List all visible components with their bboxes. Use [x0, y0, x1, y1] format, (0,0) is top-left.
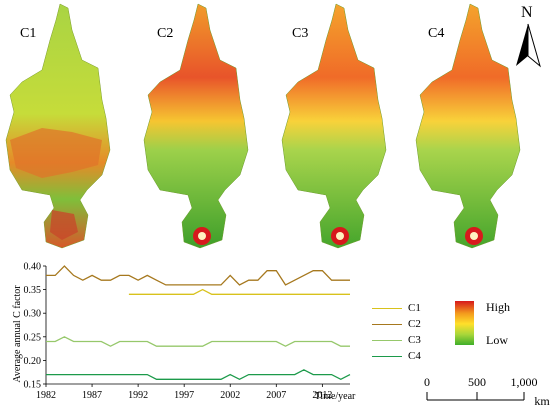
- y-tick-label: 0.30: [24, 309, 42, 320]
- x-tick-label: 2002: [220, 390, 240, 401]
- x-tick-label: 1982: [36, 390, 56, 401]
- scale-bar: 0 500 1,000 km: [424, 375, 550, 408]
- legend-swatch-c1: [372, 307, 402, 309]
- map-panel-c2: [143, 3, 249, 249]
- legend-item-c4: C4: [372, 348, 442, 364]
- x-tick-label: 1997: [174, 390, 194, 401]
- series-line-c1: [128, 288, 350, 295]
- legend-swatch-c4: [372, 355, 402, 357]
- color-scale-bar: [455, 301, 474, 345]
- north-label: N: [521, 4, 533, 21]
- x-tick-label: 1987: [82, 390, 102, 401]
- map-panel-c1: [5, 3, 111, 249]
- legend-item-c2: C2: [372, 316, 442, 332]
- scale-label-1000: 1,000: [511, 375, 538, 389]
- legend-swatch-c3: [372, 339, 402, 341]
- map-label-c2: C2: [157, 26, 174, 41]
- y-axis-label: Average annual C factor: [12, 285, 23, 383]
- map-label-c1: C1: [20, 26, 37, 41]
- legend-item-c1: C1: [372, 300, 442, 316]
- scale-label-500: 500: [468, 375, 486, 389]
- chart-series: [46, 265, 351, 381]
- y-tick-label: 0.35: [24, 285, 42, 296]
- legend-item-c3: C3: [372, 332, 442, 348]
- series-line-c2: [46, 265, 350, 286]
- legend-swatch-c2: [372, 323, 402, 325]
- scale-label-0: 0: [424, 375, 430, 389]
- map-label-c4: C4: [428, 26, 445, 41]
- color-scale-low-label: Low: [486, 333, 508, 347]
- north-arrow-icon: [516, 23, 541, 68]
- chart-legend: C1 C2 C3 C4: [372, 300, 442, 364]
- series-line-c4: [46, 369, 351, 381]
- y-tick-label: 0.20: [24, 356, 42, 367]
- legend-label-c2: C2: [408, 318, 421, 330]
- y-tick-label: 0.25: [24, 332, 42, 343]
- x-tick-label: 2007: [266, 390, 286, 401]
- legend-label-c4: C4: [408, 350, 421, 362]
- y-tick-label: 0.40: [24, 262, 42, 273]
- scale-unit-label: km: [534, 394, 550, 408]
- legend-label-c3: C3: [408, 334, 421, 346]
- map-label-c3: C3: [292, 26, 309, 41]
- legend-label-c1: C1: [408, 302, 421, 314]
- y-tick-label: 0.15: [24, 380, 42, 391]
- map-panel-c3: [281, 3, 387, 249]
- x-tick-label: 2012: [312, 390, 332, 401]
- series-line-c3: [46, 336, 350, 347]
- color-scale-high-label: High: [486, 300, 510, 314]
- x-axis-label: Time/year: [315, 391, 356, 402]
- map-panel-c4: [415, 3, 521, 249]
- x-tick-label: 1992: [128, 390, 148, 401]
